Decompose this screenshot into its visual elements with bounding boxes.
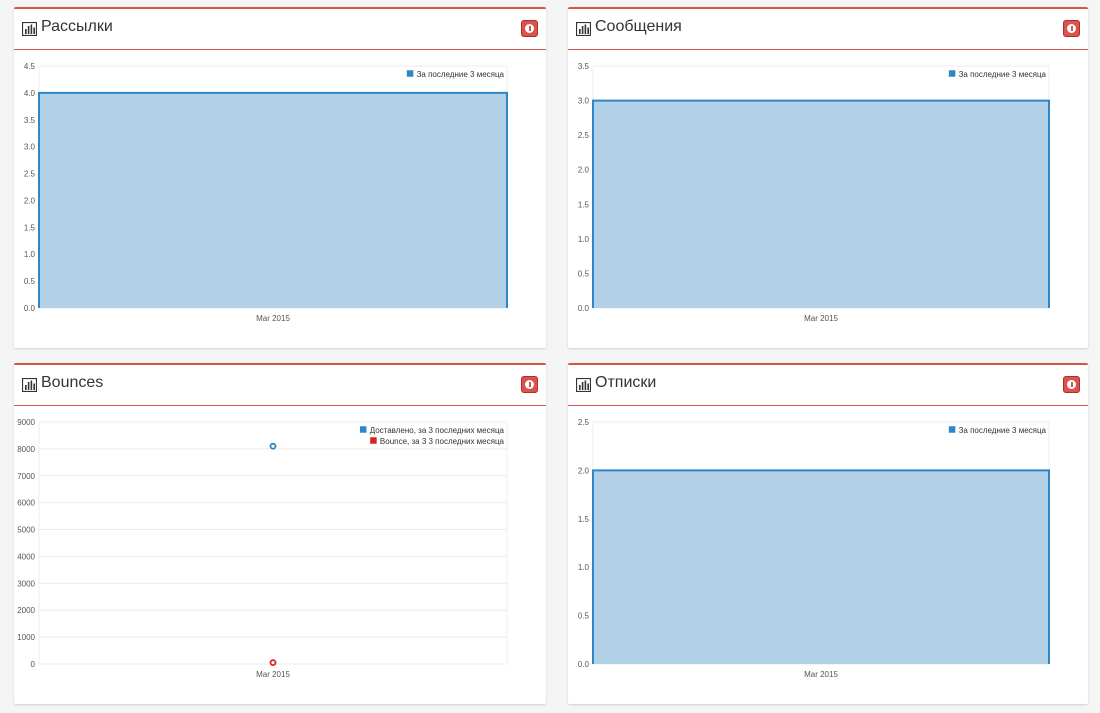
y-tick-label: 6000 bbox=[17, 499, 35, 508]
panel-header: Сообщения bbox=[568, 9, 1088, 50]
x-tick-label: Mar 2015 bbox=[256, 314, 290, 323]
bar-chart-icon bbox=[576, 378, 591, 392]
panel-title: Сообщения bbox=[595, 18, 682, 35]
y-tick-label: 0.5 bbox=[24, 277, 36, 286]
info-button[interactable] bbox=[1063, 376, 1080, 393]
y-tick-label: 3.0 bbox=[578, 97, 590, 106]
info-button[interactable] bbox=[521, 376, 538, 393]
chart-svg: 0.0 0.5 1.0 1.5 2.0 2.5 3.0 3.5 4.0 4.5 Mar 2015 За… bbox=[24, 62, 508, 323]
scatter-point bbox=[269, 659, 277, 667]
y-tick-label: 4000 bbox=[17, 552, 35, 561]
panel-title: Отписки bbox=[595, 374, 657, 391]
y-tick-label: 1.5 bbox=[578, 200, 590, 209]
y-tick-label: 0.5 bbox=[578, 612, 590, 621]
info-button[interactable] bbox=[521, 20, 538, 37]
y-tick-label: 0 bbox=[31, 660, 36, 669]
bar-chart-icon bbox=[22, 378, 37, 392]
legend-swatch bbox=[369, 436, 378, 445]
scatter-point bbox=[269, 442, 277, 450]
legend-label: Bounce, за 3 3 последних месяца bbox=[380, 437, 505, 446]
y-tick-label: 3.5 bbox=[578, 62, 590, 71]
area-line bbox=[38, 91, 508, 308]
y-tick-label: 5000 bbox=[17, 526, 35, 535]
info-button[interactable] bbox=[1063, 20, 1080, 37]
panel-messages: Сообщения 0.0 0.5 1.0 1.5 2.0 2.5 3.0 3.5 Mar 20… bbox=[568, 7, 1088, 348]
legend-label: Доставлено, за 3 последних месяца bbox=[370, 426, 505, 435]
chart-svg: 0.0 0.5 1.0 1.5 2.0 2.5 Mar 2015 За последние 3… bbox=[578, 418, 1050, 679]
y-tick-label: 1.0 bbox=[578, 563, 590, 572]
y-tick-label: 4.0 bbox=[24, 89, 36, 98]
y-tick-label: 2.5 bbox=[24, 170, 36, 179]
legend-label: За последние 3 месяца bbox=[959, 70, 1047, 79]
y-tick-label: 0.0 bbox=[578, 304, 590, 313]
panel-header: Bounces bbox=[14, 365, 546, 406]
y-tick-label: 2.0 bbox=[578, 466, 590, 475]
x-tick-label: Mar 2015 bbox=[804, 670, 838, 679]
chart-bounces: 0 1000 2000 3000 4000 5000 6000 7000 8000 9000 Mar… bbox=[14, 417, 542, 687]
y-tick-label: 9000 bbox=[17, 418, 35, 427]
bar-chart-icon bbox=[22, 22, 37, 36]
panel-mailings: Рассылки 0.0 0.5 1.0 1.5 2.0 2.5 3.0 3.5 4.0 4.5 M… bbox=[14, 7, 546, 348]
y-tick-label: 4.5 bbox=[24, 62, 36, 71]
chart-svg: 0 1000 2000 3000 4000 5000 6000 7000 8000 9000 Mar… bbox=[17, 418, 508, 679]
legend-label: За последние 3 месяца bbox=[417, 70, 505, 79]
y-tick-label: 0.5 bbox=[578, 269, 590, 278]
info-icon bbox=[525, 380, 534, 389]
area-line bbox=[592, 469, 1050, 664]
info-icon bbox=[1067, 24, 1076, 33]
y-tick-label: 1.5 bbox=[578, 515, 590, 524]
area-line bbox=[592, 99, 1050, 308]
panel-unsubscribes: Отписки 0.0 0.5 1.0 1.5 2.0 2.5 Mar 2015 За пос… bbox=[568, 363, 1088, 704]
y-tick-label: 3.0 bbox=[24, 143, 36, 152]
y-tick-label: 1.0 bbox=[24, 250, 36, 259]
y-tick-label: 2000 bbox=[17, 606, 35, 615]
legend-swatch bbox=[948, 69, 956, 78]
area-fill bbox=[39, 92, 507, 308]
panel-title: Рассылки bbox=[41, 18, 113, 35]
y-tick-label: 1.0 bbox=[578, 235, 590, 244]
y-tick-label: 1.5 bbox=[24, 223, 36, 232]
legend-swatch bbox=[948, 425, 956, 434]
chart-svg: 0.0 0.5 1.0 1.5 2.0 2.5 3.0 3.5 Mar 2015 За после… bbox=[578, 62, 1050, 323]
area-fill bbox=[593, 470, 1049, 664]
chart-unsubscribes: 0.0 0.5 1.0 1.5 2.0 2.5 Mar 2015 За последние 3… bbox=[568, 417, 1084, 687]
x-tick-label: Mar 2015 bbox=[804, 314, 838, 323]
y-tick-label: 2.0 bbox=[24, 196, 36, 205]
legend-label: За последние 3 месяца bbox=[959, 426, 1047, 435]
info-icon bbox=[525, 24, 534, 33]
y-tick-label: 1000 bbox=[17, 633, 35, 642]
panel-bounces: Bounces 0 1000 2000 3000 4000 5000 6000 7000 800… bbox=[14, 363, 546, 704]
y-tick-label: 7000 bbox=[17, 472, 35, 481]
y-tick-label: 2.5 bbox=[578, 131, 590, 140]
y-tick-label: 8000 bbox=[17, 445, 35, 454]
y-tick-label: 0.0 bbox=[578, 660, 590, 669]
y-tick-label: 2.5 bbox=[578, 418, 590, 427]
info-icon bbox=[1067, 380, 1076, 389]
y-tick-label: 2.0 bbox=[578, 166, 590, 175]
chart-messages: 0.0 0.5 1.0 1.5 2.0 2.5 3.0 3.5 Mar 2015 За после… bbox=[568, 61, 1084, 331]
legend-swatch bbox=[359, 425, 367, 434]
panel-header: Рассылки bbox=[14, 9, 546, 50]
x-tick-label: Mar 2015 bbox=[256, 670, 290, 679]
panel-header: Отписки bbox=[568, 365, 1088, 406]
panel-title: Bounces bbox=[41, 374, 104, 391]
y-tick-label: 3000 bbox=[17, 579, 35, 588]
y-tick-label: 0.0 bbox=[24, 304, 36, 313]
y-tick-label: 3.5 bbox=[24, 116, 36, 125]
legend-swatch bbox=[406, 69, 414, 78]
area-fill bbox=[593, 100, 1049, 308]
bar-chart-icon bbox=[576, 22, 591, 36]
chart-mailings: 0.0 0.5 1.0 1.5 2.0 2.5 3.0 3.5 4.0 4.5 Mar 2015 За… bbox=[14, 61, 542, 331]
